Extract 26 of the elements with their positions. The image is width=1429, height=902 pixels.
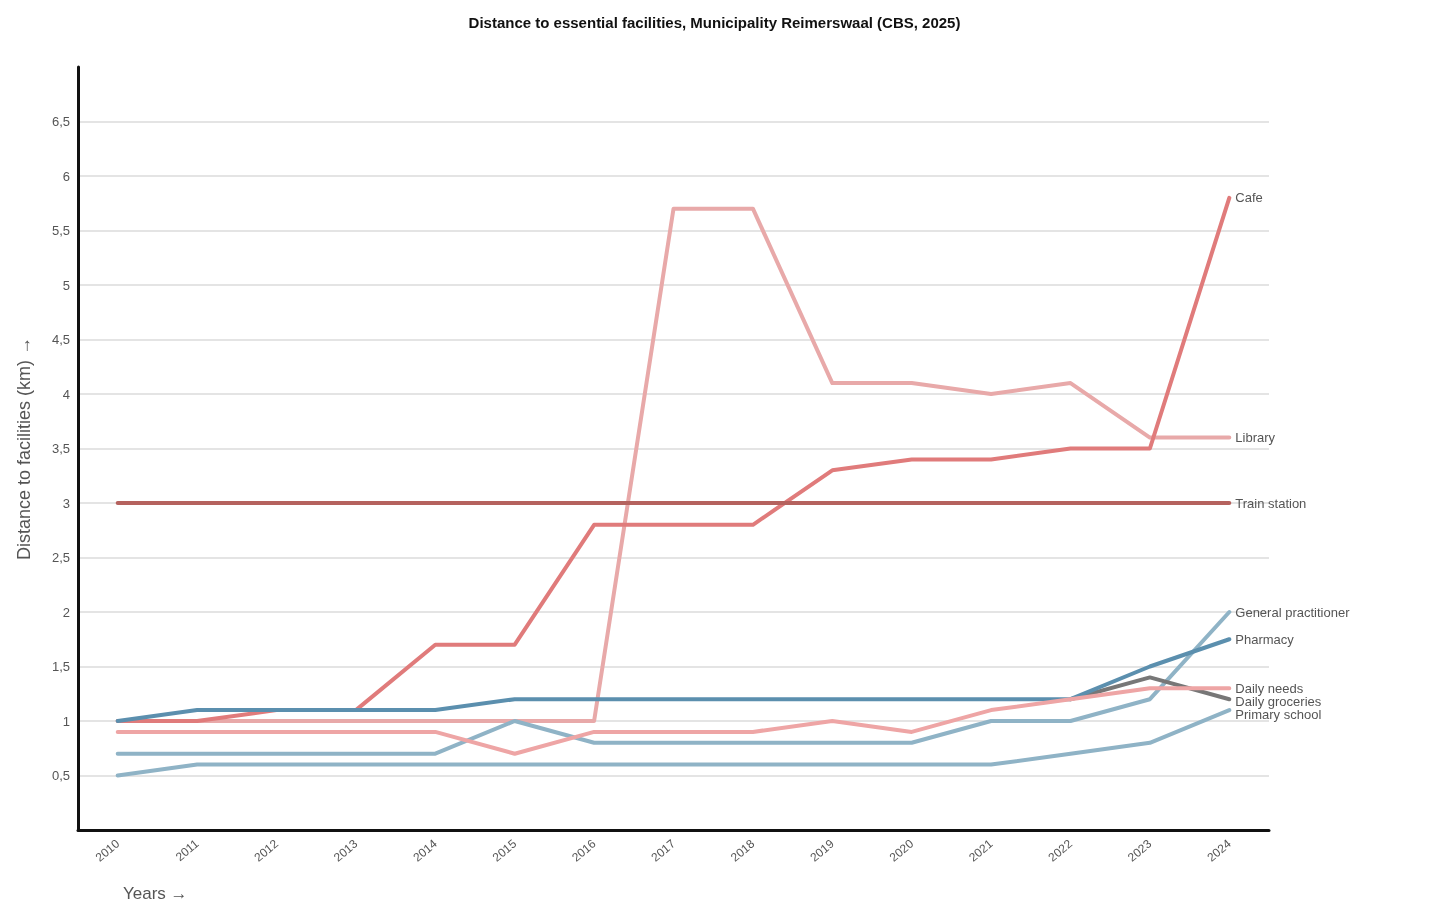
chart-title: Distance to essential facilities, Municipality Reimerswaal (CBS, 2025)	[468, 14, 961, 31]
line-series	[115, 686, 1232, 756]
y-tick-label: 4,5	[51, 332, 70, 347]
series-label: Daily needs	[1235, 680, 1304, 696]
line-series	[115, 610, 1232, 756]
series-label: Cafe	[1235, 190, 1263, 206]
y-tick-label: 2,5	[51, 550, 70, 565]
series-label: Train station	[1235, 495, 1307, 511]
y-axis-title: Distance to facilities (km) →	[14, 336, 34, 561]
y-tick-label: 5,5	[51, 223, 70, 238]
line-series	[115, 637, 1232, 723]
y-tick-label: 5	[62, 277, 70, 293]
y-tick-label: 0,5	[51, 768, 70, 783]
series-label: Pharmacy	[1235, 631, 1295, 647]
y-tick-label: 6,5	[51, 114, 70, 129]
y-tick-label: 2	[62, 604, 70, 620]
series-label: Library	[1235, 430, 1276, 446]
series-label: General practitioner	[1235, 604, 1351, 620]
y-tick-label: 1	[62, 713, 70, 729]
line-series	[115, 708, 1232, 778]
y-tick-label: 4	[62, 386, 70, 402]
x-axis-title: Years →	[123, 884, 188, 902]
y-tick-label: 3	[62, 495, 70, 511]
y-tick-label: 1,5	[51, 659, 70, 674]
y-tick-label: 3,5	[51, 441, 70, 456]
y-tick-label: 6	[62, 168, 70, 184]
